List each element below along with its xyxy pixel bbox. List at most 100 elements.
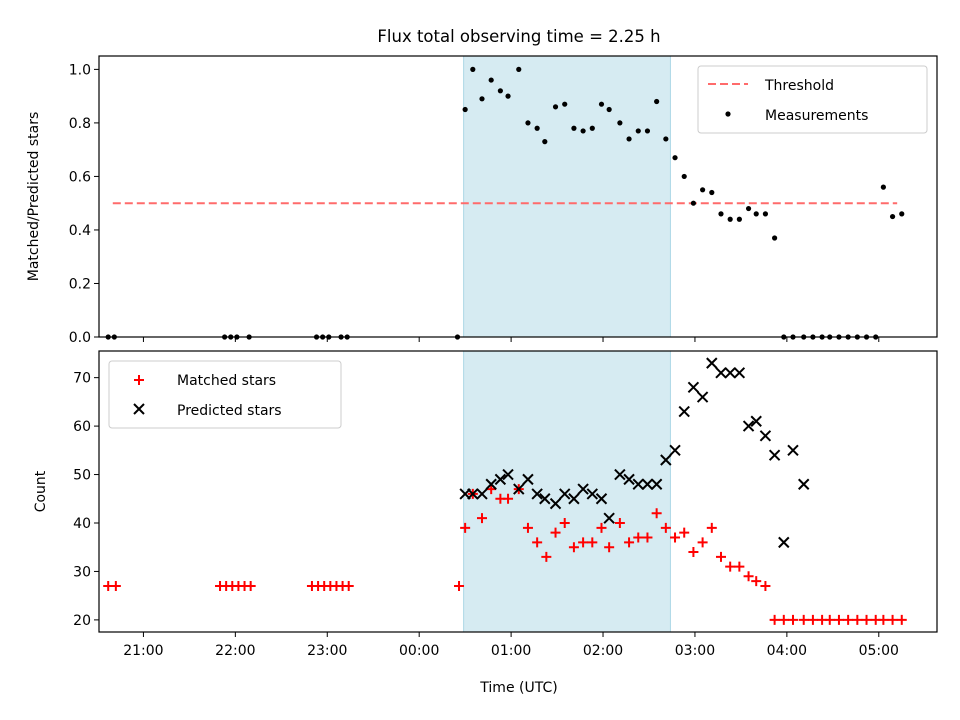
legend-threshold-label: Threshold bbox=[764, 78, 834, 94]
legend: Matched stars Predicted stars bbox=[108, 360, 342, 429]
measurement-point bbox=[462, 106, 468, 113]
predicted-star-point bbox=[759, 430, 772, 442]
measurement-point bbox=[626, 136, 632, 142]
matched-star-point bbox=[596, 522, 607, 533]
axes-frame bbox=[98, 350, 938, 633]
matched-star-point bbox=[559, 517, 570, 528]
predicted-star-point bbox=[632, 478, 644, 490]
predicted-star-point bbox=[669, 444, 681, 457]
measurement-point bbox=[654, 98, 660, 105]
matched-star-point bbox=[651, 508, 662, 519]
predicted-star-point bbox=[595, 493, 608, 505]
matched-star-point bbox=[751, 576, 762, 587]
matched-star-point bbox=[633, 532, 644, 543]
predicted-star-point bbox=[623, 473, 635, 486]
matched-star-point bbox=[688, 547, 699, 558]
measurement-point bbox=[709, 189, 715, 196]
legend-matched-label: Matched stars bbox=[177, 373, 276, 389]
matched-star-point bbox=[587, 537, 598, 548]
matched-star-point bbox=[878, 614, 889, 625]
legend-predicted-label: Predicted stars bbox=[177, 403, 282, 419]
matched-star-point bbox=[715, 551, 726, 562]
predicted-star-point bbox=[678, 405, 690, 418]
predicted-star-point bbox=[724, 367, 736, 379]
predicted-star-point bbox=[522, 473, 534, 486]
predicted-star-point bbox=[614, 468, 626, 481]
measurement-point bbox=[505, 93, 511, 99]
predicted-star-point bbox=[798, 478, 810, 490]
matched-star-point bbox=[887, 614, 898, 625]
predicted-star-point bbox=[549, 497, 562, 510]
bottom-panel: 20 30 40 50 60 70 21:00 22:00 23:00 00:00 01:00 02:… bbox=[33, 350, 938, 659]
predicted-star-point bbox=[586, 488, 599, 500]
measurement-point bbox=[772, 235, 778, 241]
predicted-star-point bbox=[603, 512, 615, 524]
measurement-point bbox=[753, 211, 759, 217]
x-axis-label: Time (UTC) bbox=[479, 680, 557, 696]
predicted-star-point bbox=[750, 415, 762, 427]
measurement-point bbox=[562, 101, 568, 107]
legend-measurement-swatch bbox=[725, 111, 731, 117]
matched-star-point bbox=[614, 517, 625, 528]
measurement-point bbox=[718, 211, 724, 217]
predicted-star-point bbox=[513, 483, 525, 495]
legend-matched-swatch bbox=[134, 375, 144, 385]
measurement-point bbox=[606, 106, 612, 113]
legend: Threshold Measurements bbox=[697, 65, 928, 134]
matched-star-point bbox=[824, 614, 835, 625]
predicted-star-point bbox=[641, 478, 654, 490]
measurement-point bbox=[681, 173, 687, 180]
y-tick-label: 30 bbox=[73, 564, 91, 580]
measurement-point bbox=[617, 120, 623, 126]
axes-frame bbox=[98, 55, 938, 338]
predicted-star-point bbox=[715, 367, 727, 379]
matched-star-point bbox=[896, 614, 907, 625]
measurement-point bbox=[880, 184, 886, 190]
plot-marks bbox=[103, 357, 907, 625]
predicted-star-point bbox=[577, 483, 589, 495]
predicted-star-point bbox=[531, 488, 543, 500]
measurement-point bbox=[470, 66, 476, 72]
measurement-point bbox=[644, 128, 651, 134]
matched-star-point bbox=[476, 513, 487, 524]
matched-star-point bbox=[679, 527, 690, 538]
y-tick-label: 60 bbox=[73, 419, 91, 435]
matched-star-point bbox=[578, 537, 589, 548]
y-tick-label: 1.0 bbox=[69, 62, 91, 78]
legend-box bbox=[697, 65, 928, 134]
measurement-point bbox=[889, 213, 896, 220]
predicted-star-point bbox=[768, 449, 781, 461]
predicted-star-point bbox=[778, 536, 790, 549]
x-tick-label: 01:00 bbox=[491, 643, 531, 659]
x-tick-label: 02:00 bbox=[583, 643, 623, 659]
x-tick-label: 00:00 bbox=[399, 643, 439, 659]
predicted-star-point bbox=[706, 357, 718, 369]
matched-star-point bbox=[624, 537, 635, 548]
matched-star-point bbox=[778, 614, 789, 625]
matched-star-point bbox=[670, 532, 681, 543]
measurement-point bbox=[589, 125, 595, 131]
measurement-point bbox=[690, 200, 697, 206]
measurement-point bbox=[497, 88, 503, 94]
predicted-star-point bbox=[787, 444, 799, 457]
matched-star-point bbox=[568, 542, 579, 553]
y-axis-label: Matched/Predicted stars bbox=[26, 112, 42, 282]
matched-star-point bbox=[743, 571, 754, 582]
matched-star-point bbox=[503, 493, 514, 504]
matched-star-point bbox=[532, 537, 543, 548]
x-tick-label: 23:00 bbox=[307, 643, 347, 659]
predicted-star-point bbox=[485, 478, 497, 490]
matched-star-point bbox=[787, 614, 798, 625]
measurement-point bbox=[736, 216, 742, 222]
predicted-star-point bbox=[559, 488, 571, 500]
y-tick-label: 70 bbox=[73, 371, 91, 387]
measurement-point bbox=[899, 211, 905, 217]
y-tick-label: 0.6 bbox=[69, 169, 91, 185]
matched-star-point bbox=[734, 561, 745, 572]
legend-measurement-label: Measurements bbox=[765, 108, 868, 124]
matched-star-point bbox=[550, 527, 561, 538]
measurement-point bbox=[762, 211, 769, 217]
matched-star-point bbox=[642, 532, 653, 543]
measurement-point bbox=[635, 128, 641, 134]
